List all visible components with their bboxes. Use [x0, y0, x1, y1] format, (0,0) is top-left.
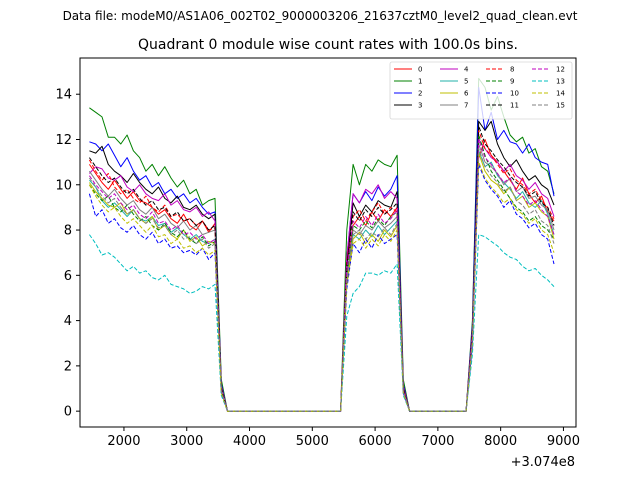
y-tick-label: 2: [64, 359, 72, 374]
series-layer: [88, 77, 555, 412]
y-axis: 0 2 4 6 8 10 12 14: [55, 88, 80, 420]
legend-label-12: 12: [556, 66, 565, 74]
legend-label-2: 2: [418, 90, 422, 98]
legend-label-6: 6: [464, 90, 469, 98]
plot-area: [79, 57, 577, 428]
legend-label-3: 3: [418, 102, 422, 110]
y-tick-label: 4: [64, 314, 72, 329]
x-tick-label: 5000: [296, 434, 329, 449]
y-tick-label: 10: [55, 178, 72, 193]
legend-label-11: 11: [510, 102, 519, 110]
legend-label-0: 0: [418, 66, 422, 74]
y-tick-label: 8: [64, 224, 72, 239]
x-tick-label: 4000: [233, 434, 266, 449]
legend-label-13: 13: [556, 78, 565, 86]
series-line-15: [88, 148, 555, 412]
x-tick-label: 9000: [547, 434, 580, 449]
y-tick-label: 12: [55, 133, 72, 148]
legend-label-15: 15: [556, 102, 565, 110]
x-tick-label: 8000: [484, 434, 517, 449]
y-tick-label: 14: [55, 88, 72, 103]
legend-label-10: 10: [510, 90, 519, 98]
axes-frame: [79, 57, 577, 428]
legend-label-5: 5: [464, 78, 468, 86]
legend-frame: [389, 61, 573, 120]
x-tick-label: 6000: [359, 434, 392, 449]
chart-title: Quadrant 0 module wise count rates with …: [138, 37, 518, 53]
x-tick-label: 3000: [170, 434, 203, 449]
legend-label-4: 4: [464, 66, 469, 74]
legend-label-14: 14: [556, 90, 565, 98]
legend-label-8: 8: [510, 66, 514, 74]
file-suptitle: Data file: modeM0/AS1A06_002T02_90000032…: [63, 9, 578, 23]
legend-label-1: 1: [418, 78, 422, 86]
x-tick-label: 2000: [107, 434, 140, 449]
x-offset-label: +3.074e8: [511, 455, 575, 470]
x-tick-label: 7000: [421, 434, 454, 449]
legend-label-7: 7: [464, 102, 468, 110]
y-tick-label: 6: [64, 269, 72, 284]
legend-label-9: 9: [510, 78, 514, 86]
x-axis: 2000 3000 4000 5000 6000 7000 8000 9000: [107, 427, 580, 449]
y-tick-label: 0: [64, 405, 72, 420]
